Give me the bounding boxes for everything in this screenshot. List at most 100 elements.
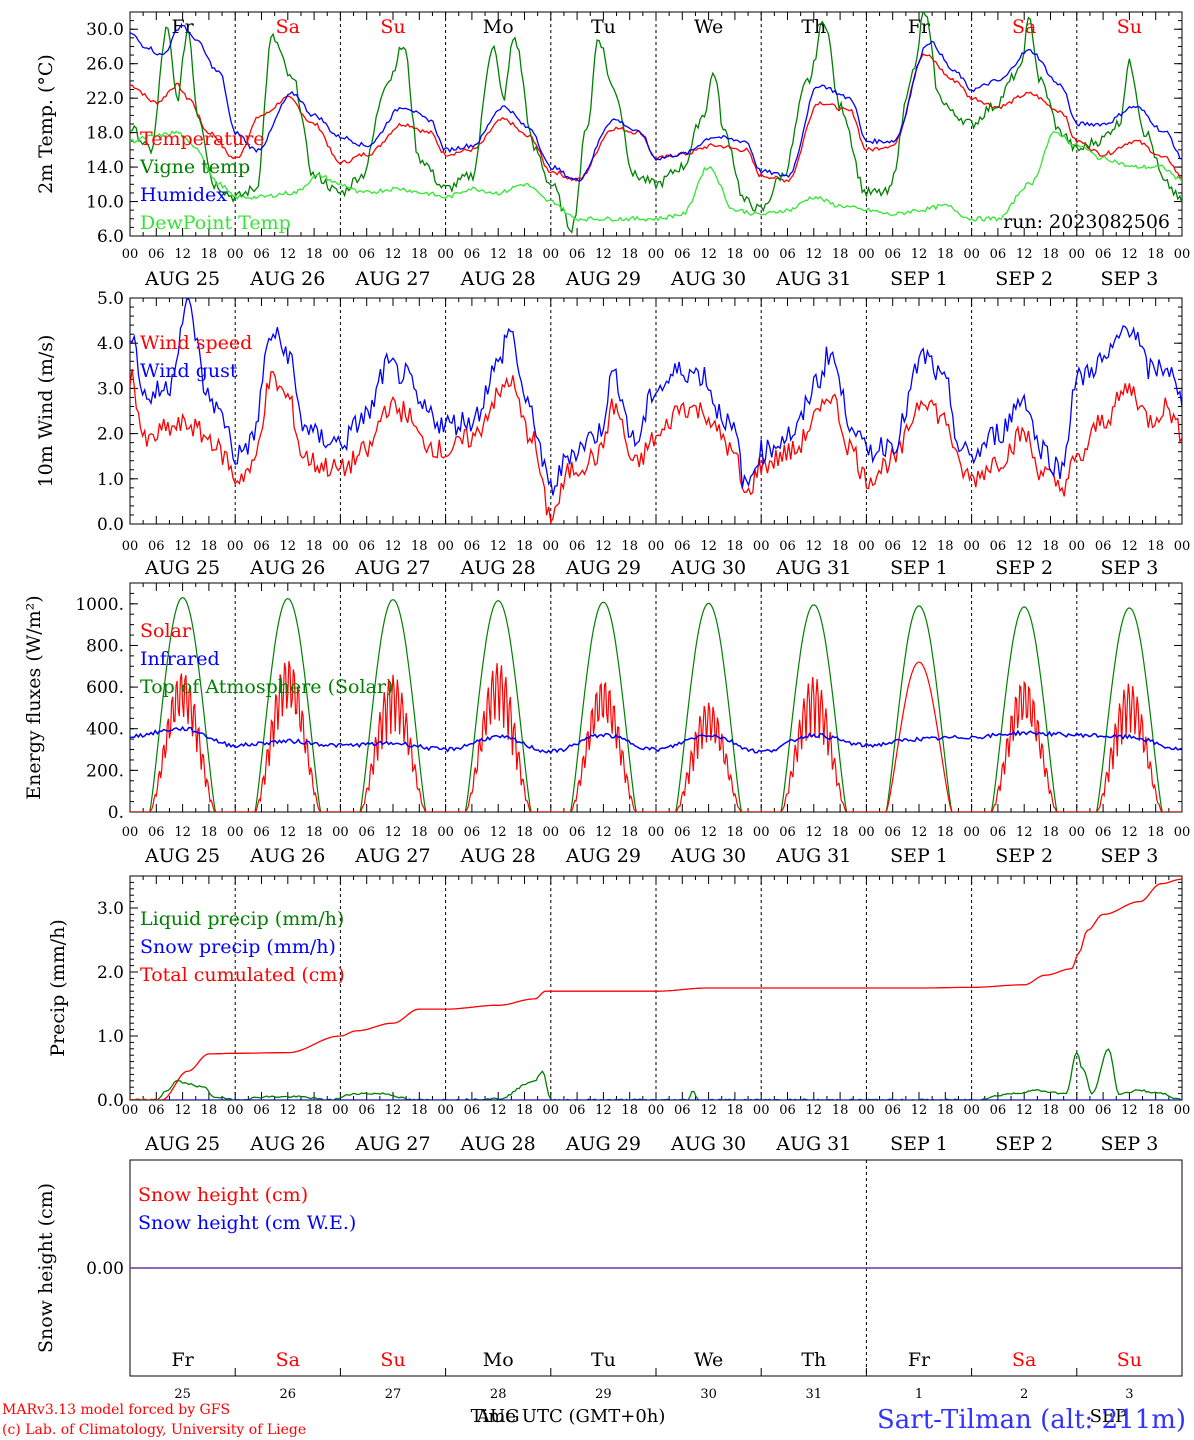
hour-tick-label: 00 — [122, 825, 139, 840]
date-label: AUG 29 — [565, 1133, 641, 1155]
day-number-label: 27 — [385, 1387, 402, 1402]
date-label: AUG 27 — [354, 1133, 430, 1155]
day-name-label: Fr — [171, 1349, 194, 1371]
hour-tick-label: 12 — [1016, 1103, 1033, 1118]
y-tick-label: 2.0 — [97, 963, 124, 983]
series-line-humidex — [130, 24, 1182, 182]
hour-tick-label: 12 — [280, 539, 297, 554]
hour-tick-label: 18 — [306, 247, 323, 262]
hour-tick-label: 06 — [253, 1103, 270, 1118]
hour-tick-label: 18 — [1042, 539, 1059, 554]
hour-tick-label: 06 — [569, 539, 586, 554]
date-label: AUG 29 — [565, 268, 641, 290]
date-label: AUG 27 — [354, 845, 430, 867]
hour-tick-label: 00 — [227, 1103, 244, 1118]
month-label: SEP — [1090, 1406, 1128, 1427]
hour-tick-label: 12 — [700, 825, 717, 840]
hour-tick-label: 18 — [411, 1103, 428, 1118]
hour-tick-label: 06 — [779, 1103, 796, 1118]
day-name-label: Th — [801, 16, 826, 38]
hour-tick-label: 00 — [1069, 825, 1086, 840]
hour-tick-label: 18 — [832, 247, 849, 262]
legend-entry: Humidex — [140, 184, 227, 206]
hour-tick-label: 18 — [411, 825, 428, 840]
hour-tick-label: 06 — [1095, 247, 1112, 262]
hour-tick-label: 00 — [858, 825, 875, 840]
hour-tick-label: 18 — [832, 1103, 849, 1118]
hour-tick-label: 00 — [963, 247, 980, 262]
hour-tick-label: 06 — [674, 825, 691, 840]
hour-tick-label: 00 — [648, 247, 665, 262]
date-label: AUG 30 — [670, 1133, 746, 1155]
hour-tick-label: 06 — [1095, 539, 1112, 554]
day-number-label: 25 — [174, 1387, 191, 1402]
day-name-label: Tu — [591, 1349, 616, 1371]
hour-tick-label: 18 — [727, 247, 744, 262]
hour-tick-label: 12 — [385, 539, 402, 554]
hour-tick-label: 12 — [700, 539, 717, 554]
legend-entry: Liquid precip (mm/h) — [140, 908, 344, 930]
hour-tick-label: 18 — [621, 1103, 638, 1118]
footer-model: MARv3.13 model forced by GFS — [2, 1402, 230, 1418]
hour-tick-label: 12 — [1121, 825, 1138, 840]
run-annotation: run: 2023082506 — [1003, 211, 1170, 233]
hour-tick-label: 00 — [963, 539, 980, 554]
y-tick-label: 3.0 — [97, 899, 124, 919]
hour-tick-label: 18 — [937, 825, 954, 840]
y-axis-label: Precip (mm/h) — [47, 919, 69, 1057]
hour-tick-label: 18 — [1147, 1103, 1164, 1118]
hour-tick-label: 06 — [1095, 825, 1112, 840]
legend-entry: Vigne temp — [139, 156, 250, 178]
hour-tick-label: 18 — [621, 247, 638, 262]
y-tick-label: 4.0 — [97, 334, 124, 354]
hour-tick-label: 06 — [464, 1103, 481, 1118]
day-name-label: Sa — [1012, 1349, 1036, 1371]
hour-tick-label: 18 — [727, 539, 744, 554]
y-axis-label: 2m Temp. (°C) — [35, 54, 57, 194]
legend-entry: Total cumulated (cm) — [140, 964, 345, 986]
panel-3: 0. 200. 400. 600. 800. 1000. Energy fluxes (W/… — [23, 582, 1190, 867]
hour-tick-label: 12 — [490, 539, 507, 554]
date-label: AUG 28 — [460, 557, 536, 579]
date-label: AUG 28 — [460, 845, 536, 867]
hour-tick-label: 00 — [963, 825, 980, 840]
hour-tick-label: 18 — [201, 825, 218, 840]
hour-tick-label: 12 — [1016, 247, 1033, 262]
hour-tick-label: 00 — [227, 825, 244, 840]
panel-4: 0.0 1.0 2.0 3.0 Precip (mm/h) 00 06 12 18 AUG 25 0… — [47, 875, 1190, 1155]
footer: MARv3.13 model forced by GFS (c) Lab. of… — [2, 1402, 1186, 1438]
hour-tick-label: 00 — [437, 825, 454, 840]
hour-tick-label: 18 — [201, 247, 218, 262]
day-name-label: We — [694, 16, 723, 38]
hour-tick-label: 00 — [648, 825, 665, 840]
y-axis-label: 10m Wind (m/s) — [35, 335, 57, 488]
hour-tick-label: 18 — [621, 825, 638, 840]
hour-tick-label: 06 — [253, 247, 270, 262]
date-label: AUG 30 — [670, 845, 746, 867]
date-label: SEP 2 — [995, 1133, 1053, 1155]
hour-tick-label: 06 — [253, 539, 270, 554]
legend-entry: DewPoint Temp — [140, 212, 291, 234]
date-label: SEP 3 — [1100, 557, 1158, 579]
hour-tick-label: 00 — [1174, 247, 1191, 262]
hour-tick-label: 00 — [753, 247, 770, 262]
day-number-label: 3 — [1125, 1387, 1133, 1402]
hour-tick-label: 00 — [753, 825, 770, 840]
day-name-label: Su — [1117, 16, 1142, 38]
y-tick-label: 400. — [86, 720, 124, 740]
day-name-label: Sa — [276, 1349, 300, 1371]
hour-tick-label: 12 — [385, 247, 402, 262]
hour-tick-label: 12 — [280, 825, 297, 840]
hour-tick-label: 18 — [621, 539, 638, 554]
hour-tick-label: 00 — [227, 539, 244, 554]
date-label: SEP 3 — [1100, 268, 1158, 290]
hour-tick-label: 00 — [437, 247, 454, 262]
hour-tick-label: 12 — [806, 825, 823, 840]
hour-tick-label: 18 — [937, 539, 954, 554]
hour-tick-label: 12 — [806, 539, 823, 554]
day-number-label: 1 — [915, 1387, 923, 1402]
hour-tick-label: 06 — [990, 539, 1007, 554]
hour-tick-label: 12 — [490, 247, 507, 262]
hour-tick-label: 06 — [674, 539, 691, 554]
hour-tick-label: 06 — [990, 247, 1007, 262]
